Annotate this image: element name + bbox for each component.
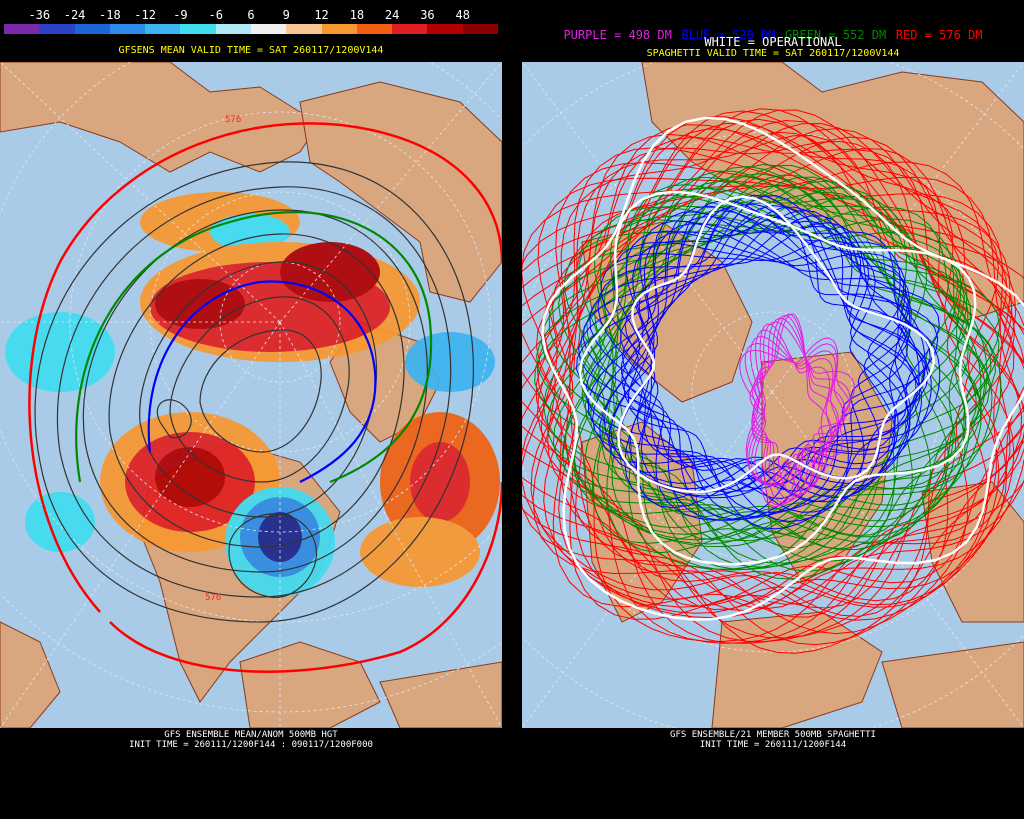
purple-498-contour bbox=[750, 317, 851, 487]
purple-498-contour bbox=[751, 329, 834, 506]
operational-contour bbox=[541, 116, 1024, 621]
left-valid-time: GFSENS MEAN VALID TIME = SAT 260117/1200… bbox=[118, 45, 384, 56]
contour-label-576: 576 bbox=[225, 115, 241, 125]
red-576-contour bbox=[522, 119, 1008, 606]
red-576-contour bbox=[522, 136, 1016, 646]
colorbar-label: 9 bbox=[282, 8, 290, 22]
colorbar-label: 48 bbox=[455, 8, 470, 22]
colorbar-swatch bbox=[250, 24, 287, 34]
red-576-contour bbox=[560, 131, 1024, 620]
colorbar-label: -6 bbox=[208, 8, 223, 22]
contour-528 bbox=[147, 280, 377, 483]
legend-white: WHITE = OPERATIONAL bbox=[704, 35, 842, 49]
land-masses bbox=[0, 62, 502, 728]
right-valid-time: SPAGHETTI VALID TIME = SAT 260117/1200V1… bbox=[646, 48, 900, 59]
blue-528-contour bbox=[585, 203, 899, 499]
contour-576-south bbox=[109, 481, 502, 673]
spaghetti-map bbox=[522, 62, 1024, 728]
anomaly-colorbar bbox=[4, 24, 498, 34]
spaghetti-legend: PURPLE = 498 DM BLUE = 528 DM GREEN = 55… bbox=[522, 24, 1024, 43]
colorbar-swatch bbox=[39, 24, 75, 34]
left-footer-init: INIT TIME = 260111/1200F144 : 090117/120… bbox=[129, 740, 373, 750]
operational-contour bbox=[617, 195, 936, 494]
ensemble-mean-panel: -36 -24 -18 -12 -9 -6 6 9 12 18 24 36 48 GFSENS MEAN… bbox=[0, 0, 502, 819]
purple-498-contour bbox=[739, 337, 851, 496]
green-552-contour bbox=[534, 174, 966, 538]
colorbar-swatch bbox=[180, 24, 216, 34]
colorbar-label: 12 bbox=[314, 8, 329, 22]
colorbar-labels: -36 -24 -18 -12 -9 -6 6 9 12 18 24 36 48 bbox=[4, 8, 498, 22]
blue-528-contour bbox=[621, 220, 911, 521]
colorbar-label: -9 bbox=[173, 8, 188, 22]
red-576-contour bbox=[522, 118, 1000, 608]
blue-528-contour bbox=[587, 206, 911, 493]
colorbar-label: 24 bbox=[384, 8, 400, 22]
legend-green: GREEN = 552 DM bbox=[785, 28, 887, 42]
operational-contour bbox=[578, 190, 977, 566]
purple-498-contour bbox=[749, 336, 839, 504]
colorbar-swatch bbox=[215, 24, 251, 34]
green-552-contour bbox=[536, 176, 965, 551]
red-576-contour bbox=[522, 136, 1024, 610]
ensemble-mean-map: 576 576 bbox=[0, 62, 502, 728]
blue-528-contour bbox=[632, 214, 926, 509]
spaghetti-lines bbox=[522, 108, 1024, 654]
purple-498-contour bbox=[744, 342, 845, 500]
legend-blue: BLUE = 528 DM bbox=[681, 28, 776, 42]
blue-528-contour bbox=[582, 209, 911, 513]
colorbar-swatch bbox=[356, 24, 393, 34]
green-552-contour bbox=[561, 187, 993, 540]
blue-528-contour bbox=[599, 215, 932, 490]
colorbar-swatch bbox=[145, 24, 181, 34]
purple-498-contour bbox=[748, 315, 846, 486]
left-footer-title: GFS ENSEMBLE MEAN/ANOM 500MB HGT bbox=[164, 730, 338, 740]
legend-red: RED = 576 DM bbox=[895, 28, 983, 42]
colorbar-swatch bbox=[109, 24, 146, 34]
colorbar-label: 36 bbox=[420, 8, 435, 22]
colorbar-label: 6 bbox=[247, 8, 255, 22]
green-552-contour bbox=[546, 176, 970, 542]
colorbar-label: -24 bbox=[63, 8, 86, 22]
colorbar-swatch bbox=[321, 24, 357, 34]
colorbar-swatch bbox=[392, 24, 428, 34]
red-576-contour bbox=[522, 128, 1013, 635]
colorbar-swatch bbox=[462, 24, 498, 34]
green-552-contour bbox=[542, 173, 957, 543]
colorbar-swatch bbox=[286, 24, 322, 34]
colorbar-label: 18 bbox=[349, 8, 365, 22]
red-576-contour bbox=[532, 140, 1024, 605]
blue-528-contour bbox=[621, 211, 912, 521]
colorbar-swatch bbox=[74, 24, 110, 34]
blue-528-contour bbox=[600, 231, 931, 513]
legend-purple: PURPLE = 498 DM bbox=[563, 28, 672, 42]
spaghetti-panel: PURPLE = 498 DM BLUE = 528 DM GREEN = 55… bbox=[522, 0, 1024, 819]
red-576-contour bbox=[522, 122, 1015, 611]
contour-552 bbox=[75, 211, 433, 484]
spaghetti-map-svg bbox=[522, 62, 1024, 728]
red-576-contour bbox=[522, 161, 1024, 639]
red-576-contour bbox=[522, 148, 1015, 654]
contour-label-576-south: 576 bbox=[205, 593, 221, 603]
contour-576 bbox=[28, 122, 502, 613]
ensemble-mean-map-svg: 576 576 bbox=[0, 62, 502, 728]
colorbar-swatch bbox=[427, 24, 463, 34]
graticule bbox=[0, 62, 502, 728]
colorbar-label: -36 bbox=[28, 8, 51, 22]
green-552-contour bbox=[564, 164, 982, 550]
colorbar-label: -18 bbox=[99, 8, 121, 22]
right-footer-init: INIT TIME = 260111/1200F144 bbox=[699, 740, 847, 750]
red-576-contour bbox=[522, 122, 1007, 621]
colorbar-label: -12 bbox=[134, 8, 156, 22]
colorbar-swatch bbox=[4, 24, 40, 34]
right-footer-title: GFS ENSEMBLE/21 MEMBER 500MB SPAGHETTI bbox=[670, 730, 876, 740]
